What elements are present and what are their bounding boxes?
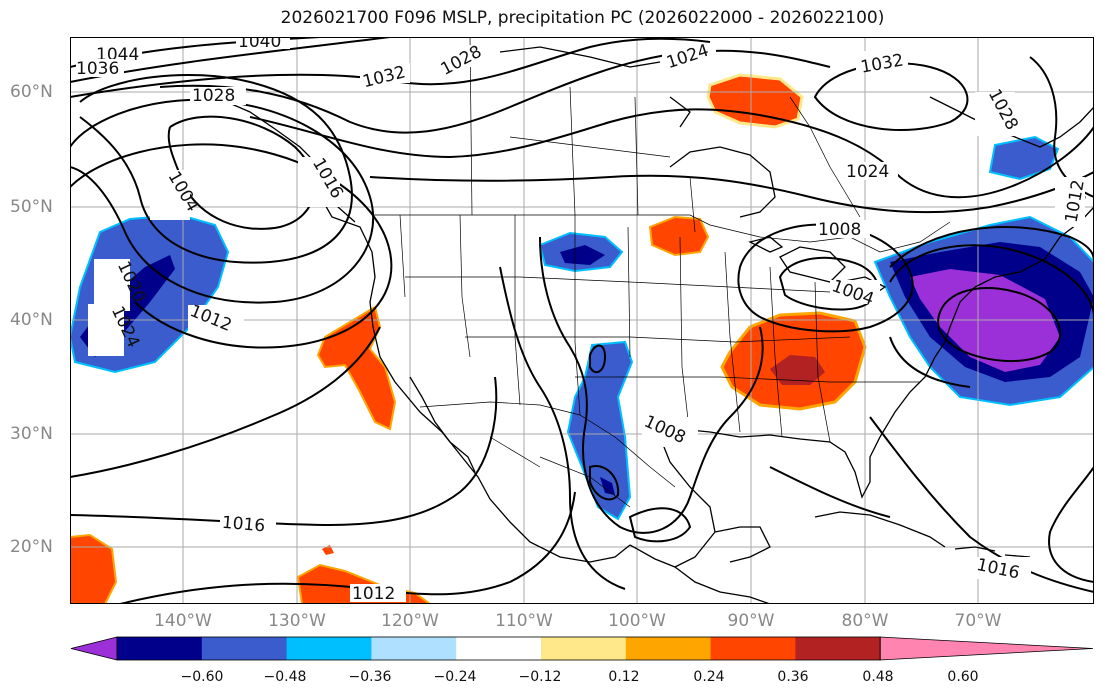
- colorbar-tick-label: 0.12: [608, 669, 640, 685]
- anomaly-area: [600, 477, 615, 495]
- colorbar-segments: [70, 636, 1094, 661]
- anomaly-area: [70, 533, 118, 604]
- colorbar-tick-label: 0.60: [947, 669, 979, 685]
- lon-label: 140°W: [154, 611, 212, 631]
- anomaly-area: [316, 305, 397, 431]
- isobar-label: 1016: [221, 513, 266, 537]
- anomaly-area: [770, 355, 825, 385]
- colorbar-tick-label: 0.36: [777, 669, 809, 685]
- colorbar-tick-label: 0.48: [862, 669, 894, 685]
- lon-label: 70°W: [954, 611, 1002, 631]
- colorbar-extend-low: [70, 636, 118, 661]
- map-panel: 1044 1040 1036 1032 1028 1028 1024 1032 …: [70, 37, 1094, 604]
- anomaly-area: [648, 215, 710, 257]
- lat-label: 40°N: [10, 310, 53, 330]
- colorbar-segment: [286, 637, 372, 660]
- colorbar-segment: [371, 637, 457, 660]
- isobar-label: 1040: [238, 37, 281, 52]
- colorbar-segment: [456, 637, 542, 660]
- lon-label: 100°W: [608, 611, 666, 631]
- colorbar-tick-label: −0.48: [263, 669, 307, 685]
- colorbar-tick-label: −0.12: [518, 669, 562, 685]
- colorbar-segment: [710, 637, 796, 660]
- colorbar-tick-label: −0.36: [348, 669, 392, 685]
- colorbar-segment: [795, 637, 881, 660]
- colorbar-border: [116, 636, 881, 661]
- anomaly-area: [560, 245, 605, 265]
- lon-label: 130°W: [268, 611, 326, 631]
- lon-label: 90°W: [727, 611, 775, 631]
- isobar-label: 1012: [352, 584, 395, 604]
- lon-label: 110°W: [495, 611, 553, 631]
- isobar-contours: [70, 37, 1094, 604]
- isobar-label: 1024: [846, 162, 889, 182]
- colorbar-segment: [201, 637, 288, 660]
- map-title: 2026021700 F096 MSLP, precipitation PC (…: [280, 8, 885, 28]
- colorbar-extend-high: [879, 636, 1094, 661]
- lon-label: 120°W: [381, 611, 439, 631]
- colorbar-segment: [541, 637, 627, 660]
- lat-label: 60°N: [10, 82, 53, 102]
- lat-label: 20°N: [10, 537, 53, 557]
- anomaly-area: [988, 135, 1060, 181]
- colorbar-tick-label: 0.24: [693, 669, 725, 685]
- lat-label: 30°N: [10, 424, 53, 444]
- lon-label: 80°W: [841, 611, 889, 631]
- isobar-label: 1028: [192, 86, 235, 106]
- anomaly-area: [566, 340, 634, 521]
- isobar-label: 1008: [818, 220, 861, 240]
- anomaly-area: [706, 73, 804, 129]
- isobar-labels: 1044 1040 1036 1032 1028 1028 1024 1032 …: [76, 37, 1089, 604]
- lat-label: 50°N: [10, 197, 53, 217]
- colorbar-segment: [117, 637, 203, 660]
- colorbar-tick-label: −0.24: [433, 669, 477, 685]
- colorbar-tick-label: −0.60: [180, 669, 224, 685]
- map-plot: 1044 1040 1036 1032 1028 1028 1024 1032 …: [70, 37, 1094, 604]
- isobar-label: 1036: [76, 59, 119, 79]
- colorbar-segment: [625, 637, 712, 660]
